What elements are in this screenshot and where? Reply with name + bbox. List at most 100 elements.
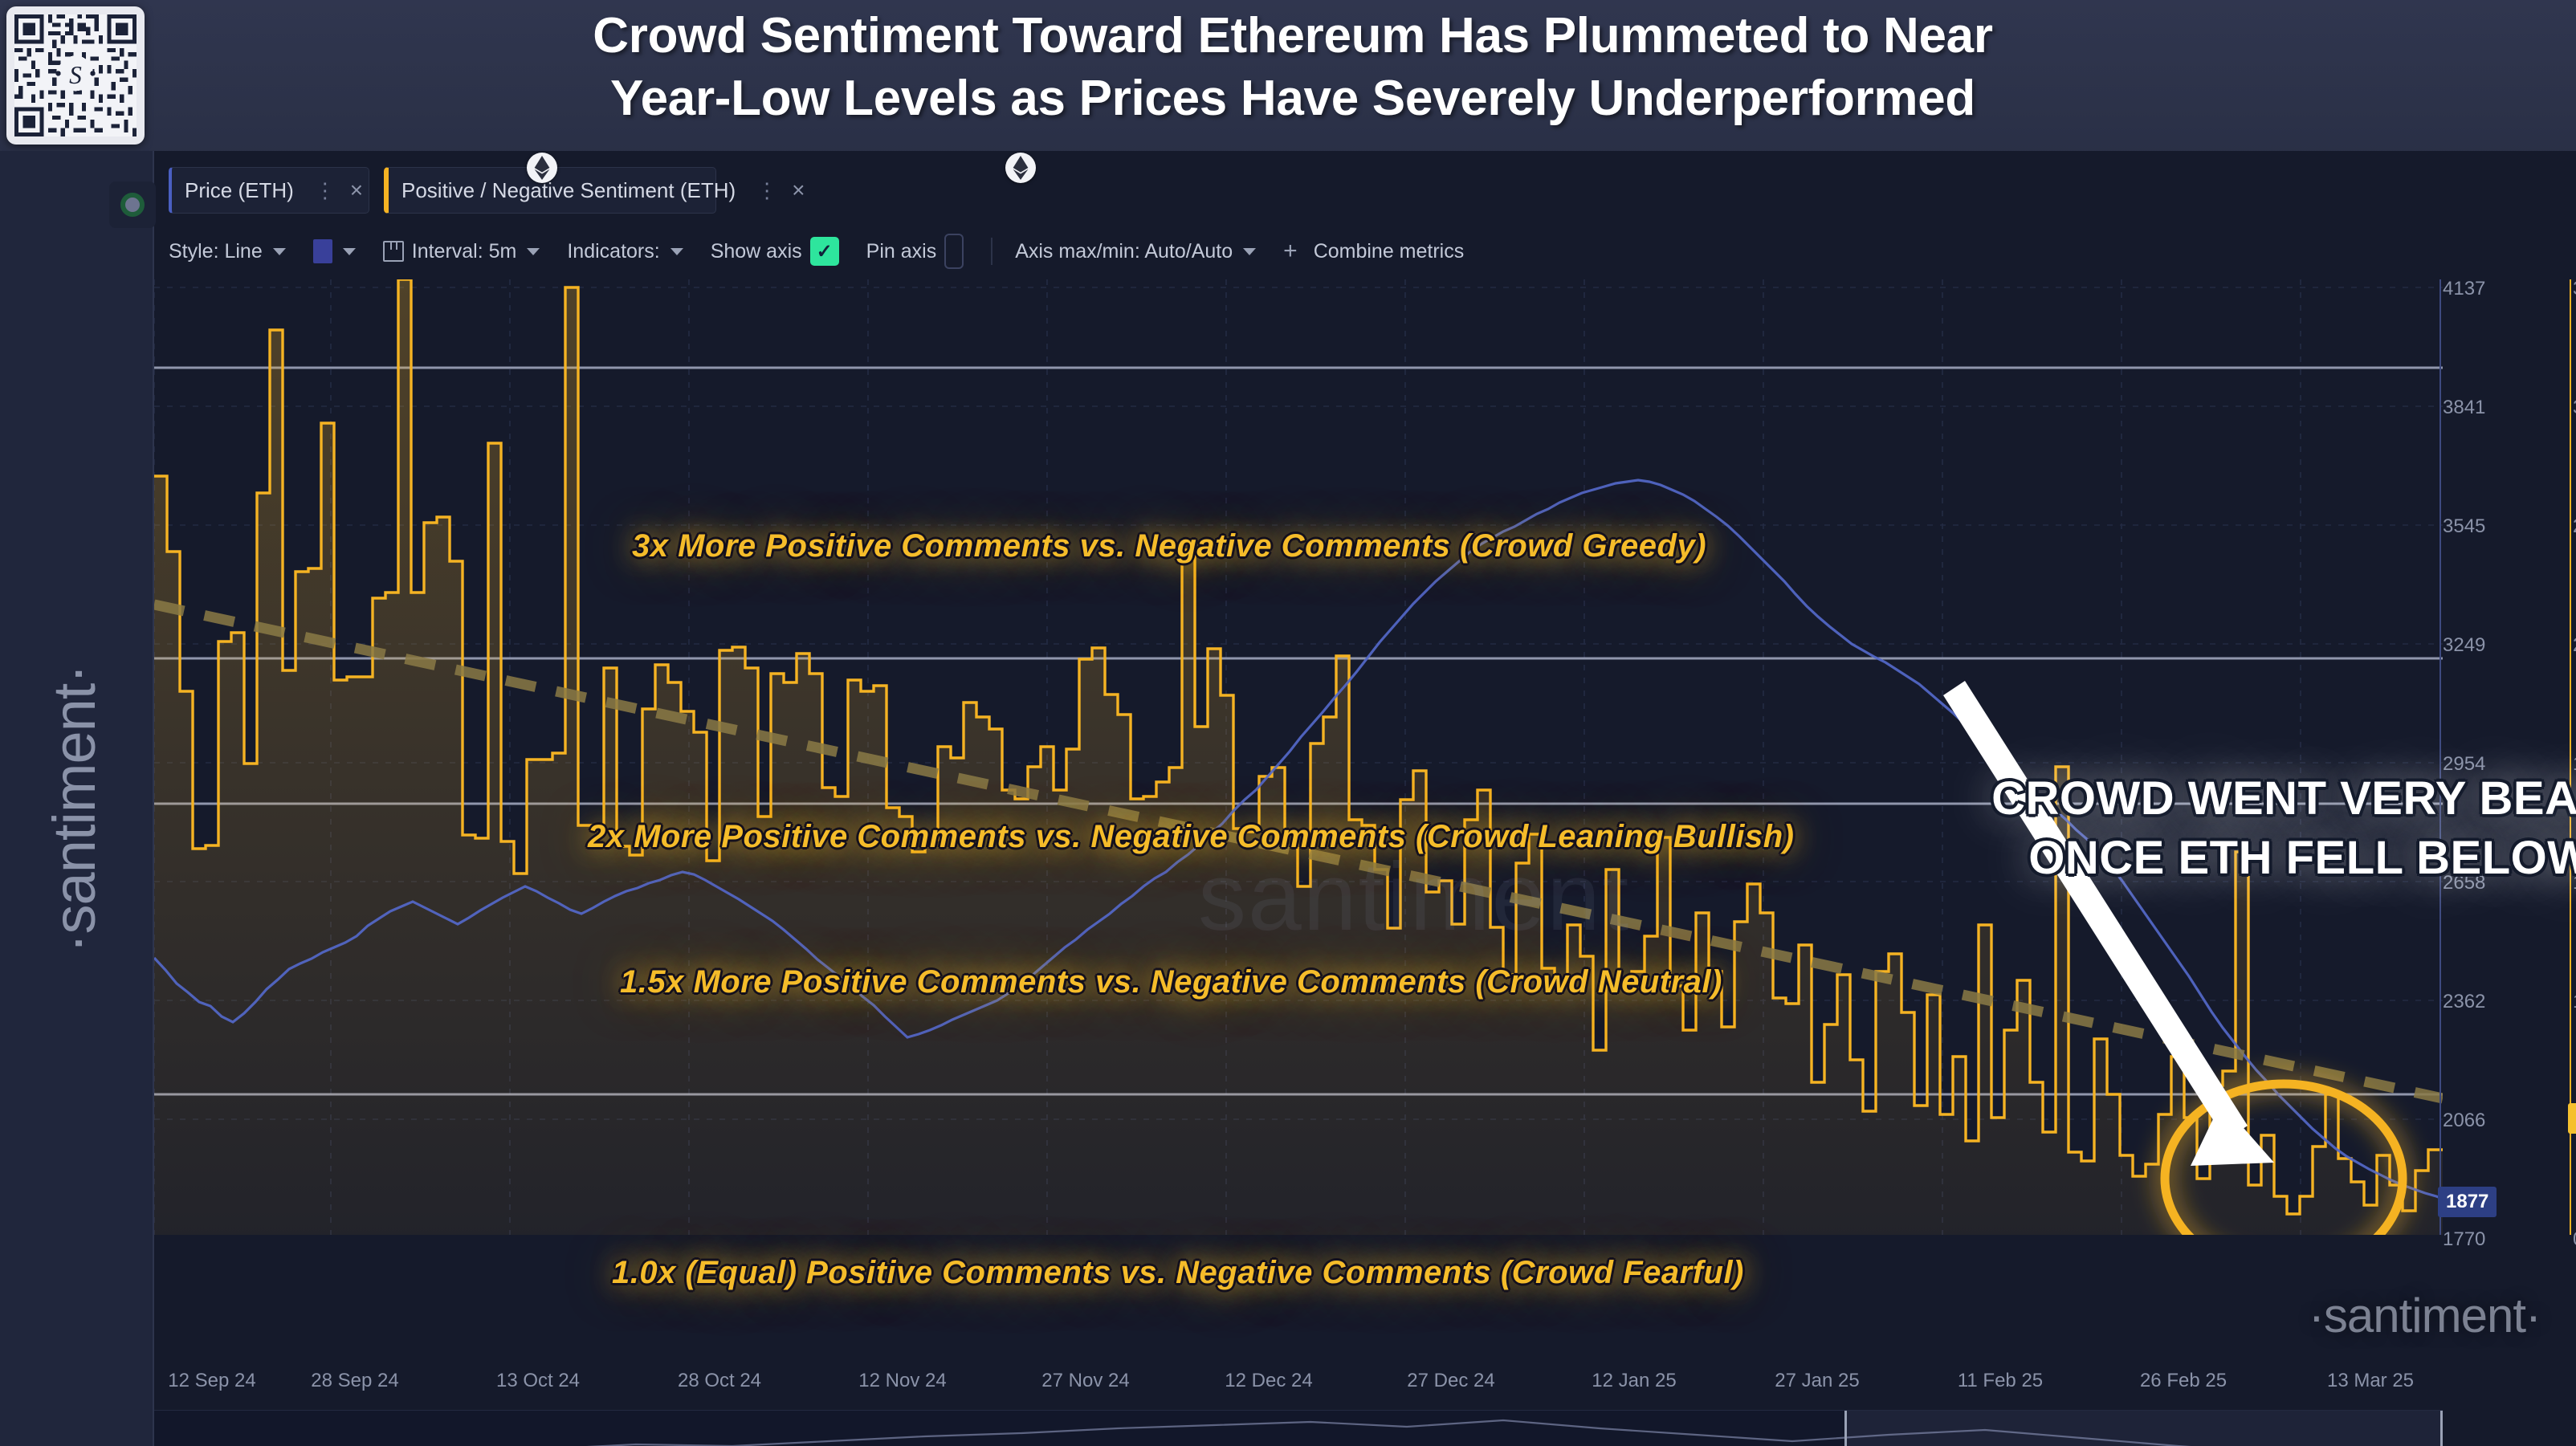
annotation-callout: CROWD WENT VERY BEARISH ONCE ETH FELL BE… bbox=[1840, 769, 2576, 888]
status-indicator[interactable] bbox=[109, 181, 156, 228]
chevron-down-icon bbox=[1243, 247, 1257, 255]
price-current-value-badge: 1877 bbox=[2438, 1187, 2497, 1217]
sentiment-tick: 3.002 bbox=[2573, 397, 2576, 419]
price-tick: 3249 bbox=[2443, 634, 2486, 656]
pin-axis-toggle[interactable]: Pin axis bbox=[866, 234, 964, 269]
page-title-line-2: Year-Low Levels as Prices Have Severely … bbox=[609, 71, 1975, 127]
plot-area bbox=[154, 279, 2443, 1235]
annotation-callout-line-1: CROWD WENT VERY BEARISH bbox=[1991, 772, 2576, 825]
pin-axis-label: Pin axis bbox=[866, 239, 937, 263]
sentiment-tick: 2.321 bbox=[2573, 634, 2576, 657]
ellipse-highlight bbox=[2160, 1079, 2407, 1235]
chart-toolbar: Style: Line Interval: 5m Indicators: Sho… bbox=[169, 234, 1491, 269]
kebab-menu-icon[interactable]: ⋮ bbox=[314, 178, 336, 202]
ethereum-icon bbox=[1005, 153, 1036, 183]
kebab-menu-icon[interactable]: ⋮ bbox=[756, 178, 778, 202]
threshold-label-1x: 1.0x (Equal) Positive Comments vs. Negat… bbox=[612, 1255, 1744, 1290]
sidebar-brand-logo: ·santiment· bbox=[41, 665, 108, 954]
close-icon[interactable]: × bbox=[792, 177, 805, 202]
sentiment-tick: 1.64 bbox=[2573, 872, 2576, 894]
sentiment-tick: 1.98 bbox=[2573, 753, 2576, 776]
plus-icon: + bbox=[1283, 238, 1298, 264]
annotation-arrow bbox=[1943, 681, 2274, 1166]
chevron-down-icon bbox=[342, 247, 356, 255]
x-tick: 12 Jan 25 bbox=[1592, 1370, 1677, 1391]
svg-text:S: S bbox=[69, 61, 82, 89]
plot-svg bbox=[154, 279, 2443, 1235]
color-picker[interactable] bbox=[312, 239, 356, 263]
price-tick: 2066 bbox=[2443, 1110, 2486, 1131]
price-tick: 4137 bbox=[2443, 278, 2486, 299]
chevron-down-icon bbox=[272, 247, 286, 255]
metric-chip-sentiment-label: Positive / Negative Sentiment (ETH) bbox=[401, 177, 736, 202]
price-axis-line bbox=[2439, 279, 2441, 1235]
show-axis-label: Show axis bbox=[710, 239, 802, 263]
qr-code-icon: S bbox=[14, 14, 137, 136]
timeline-minimap[interactable] bbox=[154, 1410, 2443, 1446]
style-dropdown-label: Style: Line bbox=[169, 239, 263, 263]
combine-metrics-button[interactable]: + Combine metrics bbox=[1283, 238, 1464, 265]
x-tick: 27 Dec 24 bbox=[1407, 1370, 1495, 1391]
chevron-down-icon bbox=[527, 247, 540, 255]
annotation-callout-line-2: ONCE ETH FELL BELOW $2K bbox=[2028, 832, 2576, 885]
style-dropdown[interactable]: Style: Line bbox=[169, 240, 286, 263]
chart-app-panel: Price (ETH) ⋮ × Positive / Negative Sent… bbox=[109, 151, 2576, 1446]
interval-dropdown[interactable]: Interval: 5m bbox=[382, 239, 540, 263]
x-tick: 28 Oct 24 bbox=[677, 1370, 762, 1391]
x-tick: 28 Sep 24 bbox=[311, 1370, 399, 1391]
status-badge bbox=[120, 193, 145, 217]
price-tick: 3841 bbox=[2443, 397, 2486, 418]
price-y-axis[interactable]: 4137 3841 3545 3249 2954 2658 2362 2066 … bbox=[2438, 278, 2576, 1250]
interval-dropdown-label: Interval: 5m bbox=[411, 239, 517, 263]
x-tick: 13 Oct 24 bbox=[495, 1370, 581, 1391]
threshold-label-3x: 3x More Positive Comments vs. Negative C… bbox=[632, 528, 1707, 564]
x-tick: 13 Mar 25 bbox=[2326, 1370, 2415, 1391]
sentiment-y-axis[interactable]: 3.342 3.002 2.661 2.321 1.98 1.64 1.3 0.… bbox=[2568, 278, 2576, 1250]
sentiment-tick: 0.619 bbox=[2573, 1228, 2576, 1251]
ethereum-icon bbox=[527, 153, 557, 183]
threshold-label-1-5x: 1.5x More Positive Comments vs. Negative… bbox=[620, 964, 1722, 1000]
qr-code[interactable]: S bbox=[6, 6, 145, 145]
x-tick: 12 Dec 24 bbox=[1225, 1370, 1313, 1391]
x-tick: 12 Nov 24 bbox=[858, 1370, 947, 1391]
minimap-svg bbox=[585, 1419, 2191, 1446]
price-tick: 2658 bbox=[2443, 872, 2486, 894]
downtrend-guideline bbox=[154, 599, 2443, 1104]
chevron-down-icon bbox=[670, 247, 683, 255]
axis-minmax-label: Axis max/min: Auto/Auto bbox=[1015, 239, 1233, 263]
show-axis-toggle[interactable]: Show axis ✓ bbox=[711, 237, 839, 266]
interval-icon bbox=[382, 241, 404, 262]
page-title: Crowd Sentiment Toward Ethereum Has Plum… bbox=[305, 5, 2280, 130]
left-sidebar: ·santiment· bbox=[0, 151, 154, 1446]
sentiment-tick: 3.342 bbox=[2573, 278, 2576, 300]
x-tick: 11 Feb 25 bbox=[1957, 1370, 2044, 1391]
x-tick: 26 Feb 25 bbox=[2139, 1370, 2228, 1391]
sentiment-tick: 1.3 bbox=[2573, 991, 2576, 1013]
toolbar-divider bbox=[991, 238, 993, 265]
price-tick: 2954 bbox=[2443, 753, 2486, 775]
sentiment-axis-line bbox=[2570, 279, 2571, 1235]
checkmark-icon[interactable]: ✓ bbox=[809, 237, 839, 266]
indicators-dropdown-label: Indicators: bbox=[567, 239, 660, 263]
page-title-line-1: Crowd Sentiment Toward Ethereum Has Plum… bbox=[593, 8, 1993, 63]
color-swatch-icon bbox=[312, 239, 332, 263]
chart-canvas[interactable]: 3x More Positive Comments vs. Negative C… bbox=[154, 279, 2443, 1446]
pin-axis-checkbox[interactable] bbox=[944, 234, 964, 269]
combine-metrics-label: Combine metrics bbox=[1313, 239, 1465, 263]
watermark-logo: ·santiment· bbox=[2308, 1289, 2541, 1342]
sentiment-tick: 2.661 bbox=[2573, 515, 2576, 538]
indicators-dropdown[interactable]: Indicators: bbox=[567, 240, 683, 263]
x-tick: 27 Nov 24 bbox=[1041, 1370, 1130, 1391]
x-tick: 12 Sep 24 bbox=[168, 1370, 256, 1391]
x-axis: 12 Sep 24 28 Sep 24 13 Oct 24 28 Oct 24 … bbox=[154, 1370, 2443, 1405]
x-tick: 27 Jan 25 bbox=[1775, 1370, 1860, 1391]
price-tick: 3545 bbox=[2443, 515, 2486, 537]
price-tick: 1770 bbox=[2443, 1228, 2486, 1250]
metric-chip-price[interactable]: Price (ETH) ⋮ × bbox=[169, 167, 369, 214]
price-tick: 2362 bbox=[2443, 991, 2486, 1012]
axis-minmax-dropdown[interactable]: Axis max/min: Auto/Auto bbox=[1015, 239, 1257, 263]
close-icon[interactable]: × bbox=[349, 177, 364, 202]
minimap-selection-range[interactable] bbox=[1844, 1411, 2443, 1446]
metric-chip-price-label: Price (ETH) bbox=[185, 177, 294, 202]
